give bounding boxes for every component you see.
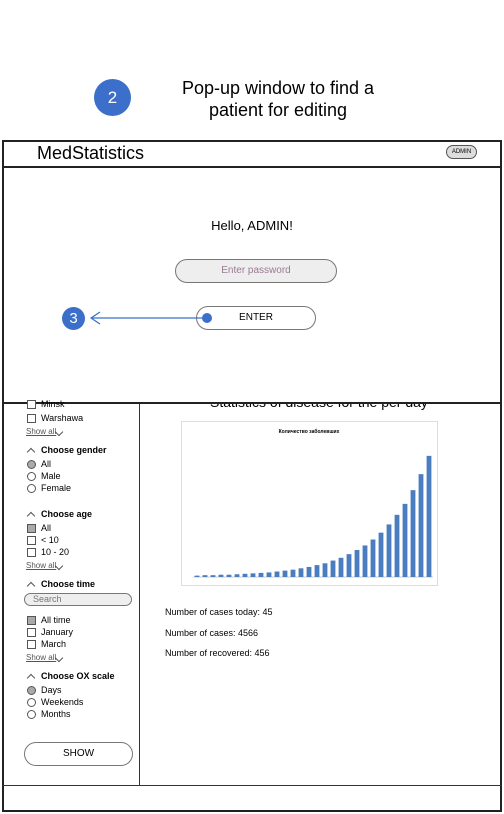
stat: Number of cases: 4566 <box>165 627 259 638</box>
group-title: Choose OX scale <box>41 671 115 681</box>
sidebar-divider <box>139 403 140 785</box>
group-title: Choose age <box>41 509 93 519</box>
group-title: Choose time <box>41 579 96 589</box>
label: March <box>41 639 67 649</box>
show-all: Show all <box>26 561 57 570</box>
bar <box>346 554 352 577</box>
bar <box>386 524 392 577</box>
bar <box>418 474 424 577</box>
checkbox[interactable] <box>27 628 36 637</box>
step-badge: 3 <box>62 307 85 330</box>
bar <box>202 575 208 577</box>
user-badge[interactable]: ADMIN <box>446 145 477 159</box>
radio[interactable] <box>27 460 36 469</box>
checkbox[interactable] <box>27 548 36 557</box>
arrow-dot <box>202 313 212 323</box>
radio[interactable] <box>27 698 36 707</box>
checkbox[interactable] <box>27 640 36 649</box>
label: All time <box>41 615 71 625</box>
bar <box>194 575 200 577</box>
bar <box>378 532 384 577</box>
label: Minsk <box>41 399 65 409</box>
bar <box>282 570 288 577</box>
radio[interactable] <box>27 484 36 493</box>
radio[interactable] <box>27 472 36 481</box>
checkbox[interactable] <box>27 536 36 545</box>
bar <box>354 550 360 577</box>
checkbox[interactable] <box>27 524 36 533</box>
label: Days <box>41 685 62 695</box>
bar <box>330 560 336 577</box>
label: January <box>41 627 74 637</box>
checkbox[interactable] <box>27 616 36 625</box>
bar <box>210 575 216 577</box>
app-frame <box>2 140 502 812</box>
bar <box>258 572 264 577</box>
bar <box>306 566 312 577</box>
bar <box>290 569 296 577</box>
bar <box>314 565 320 577</box>
bar <box>218 574 224 577</box>
stat: Number of recovered: 456 <box>165 648 270 658</box>
label: Weekends <box>41 697 84 707</box>
label: Female <box>41 483 72 493</box>
label: Male <box>41 471 61 481</box>
annotation-text: Pop-up window to find a patient for edit… <box>181 78 375 120</box>
group-title: Choose gender <box>41 445 107 455</box>
bar <box>370 539 376 577</box>
label: All <box>41 523 52 533</box>
label: < 10 <box>41 535 59 545</box>
password-input[interactable]: Enter password <box>175 259 337 283</box>
bar <box>266 572 272 577</box>
bar <box>274 571 280 577</box>
greeting: Hello, ADMIN! <box>211 218 293 233</box>
bar <box>402 503 408 577</box>
bar <box>250 573 256 577</box>
popup <box>2 166 502 404</box>
bar <box>322 563 328 577</box>
app-title: MedStatistics <box>37 143 145 163</box>
radio[interactable] <box>27 710 36 719</box>
checkbox[interactable] <box>27 414 36 423</box>
show-all: Show all <box>26 427 57 436</box>
label: 10 - 20 <box>41 547 70 557</box>
checkbox[interactable] <box>27 400 36 409</box>
bar <box>410 490 416 577</box>
bar <box>426 455 432 577</box>
show-button[interactable]: SHOW <box>24 742 133 766</box>
search-input[interactable]: Search <box>24 593 132 606</box>
label: Warshawa <box>41 413 84 423</box>
bar <box>242 573 248 577</box>
arrow <box>89 311 212 325</box>
chart: Количество заболевших <box>181 421 438 586</box>
bar <box>234 574 240 577</box>
bar <box>394 514 400 577</box>
enter-button[interactable]: ENTER <box>196 306 316 330</box>
label: All <box>41 459 52 469</box>
bar <box>298 568 304 577</box>
step-badge: 2 <box>94 79 131 116</box>
radio[interactable] <box>27 686 36 695</box>
bar <box>338 557 344 577</box>
footer-divider <box>2 785 502 786</box>
stat: Number of cases today: 45 <box>165 607 273 617</box>
bar <box>226 574 232 577</box>
bar <box>362 545 368 577</box>
chart-title: Количество заболевших <box>279 428 340 435</box>
arrow-head <box>89 311 101 325</box>
show-all: Show all <box>26 653 57 662</box>
label: Months <box>41 709 71 719</box>
